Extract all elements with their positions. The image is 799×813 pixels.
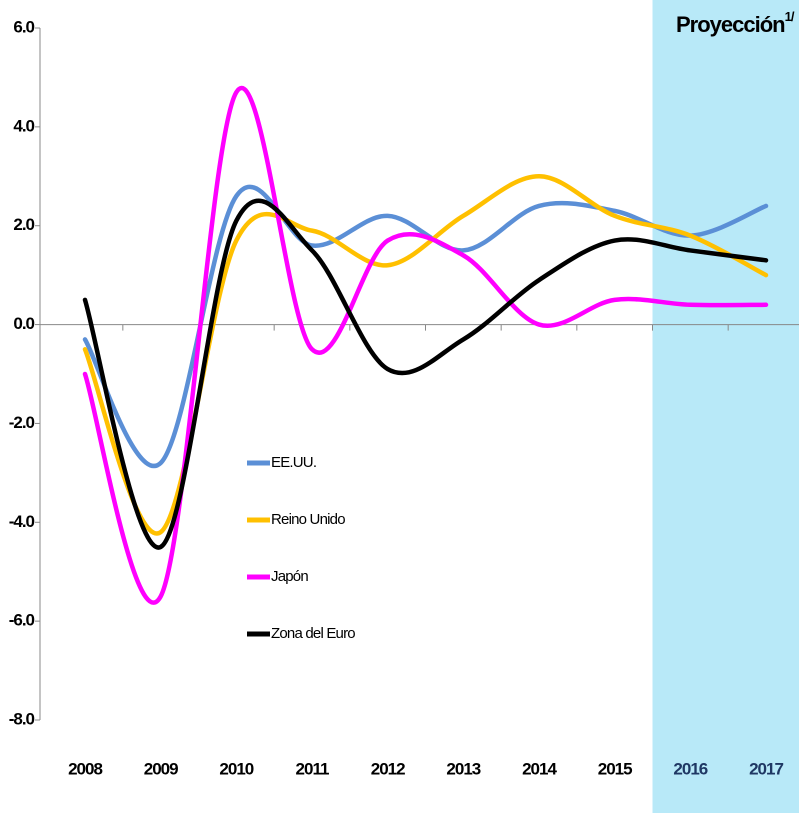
x-tick-label: 2011 — [296, 759, 329, 778]
legend-label: Japón — [271, 568, 308, 585]
projection-band — [652, 0, 799, 813]
series-line — [82, 174, 769, 536]
y-tick-label: 6.0 — [13, 17, 34, 36]
projection-label: Proyección1/ — [676, 9, 795, 36]
y-tick-label: -2.0 — [9, 413, 35, 432]
series-line — [82, 198, 769, 550]
x-tick-label: 2016 — [673, 759, 707, 778]
legend-label: Reino Unido — [271, 511, 345, 528]
y-tick-label: -6.0 — [9, 611, 35, 630]
y-tick-label: 0.0 — [13, 314, 34, 333]
x-tick-label: 2012 — [371, 759, 405, 778]
y-tick-label: 4.0 — [13, 116, 34, 135]
x-tick-label: 2008 — [68, 759, 102, 778]
projection-text: Proyección — [676, 12, 785, 37]
x-tick-label: 2015 — [598, 759, 632, 778]
legend-label: EE.UU. — [271, 454, 316, 471]
x-tick-label: 2017 — [749, 759, 783, 778]
series-line — [82, 86, 769, 605]
x-tick-label: 2009 — [144, 759, 178, 778]
y-tick-label: -4.0 — [9, 512, 35, 531]
x-tick-label: 2014 — [522, 759, 557, 778]
legend-label: Zona del Euro — [271, 625, 355, 642]
y-tick-label: 2.0 — [13, 215, 34, 234]
x-tick-label: 2013 — [446, 759, 480, 778]
projection-sup: 1/ — [785, 9, 795, 24]
y-tick-label: -8.0 — [9, 709, 35, 728]
x-tick-label: 2010 — [219, 759, 253, 778]
series-line — [82, 184, 769, 469]
